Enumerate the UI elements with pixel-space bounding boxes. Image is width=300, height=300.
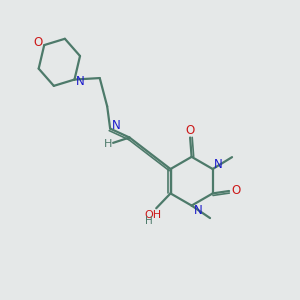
Text: O: O <box>185 124 195 137</box>
Text: N: N <box>194 204 203 217</box>
Text: N: N <box>76 74 84 88</box>
Text: H: H <box>103 139 112 149</box>
Text: H: H <box>145 216 153 226</box>
Text: N: N <box>214 158 223 171</box>
Text: N: N <box>112 118 121 131</box>
Text: OH: OH <box>145 210 162 220</box>
Text: O: O <box>231 184 240 197</box>
Text: O: O <box>33 36 42 49</box>
